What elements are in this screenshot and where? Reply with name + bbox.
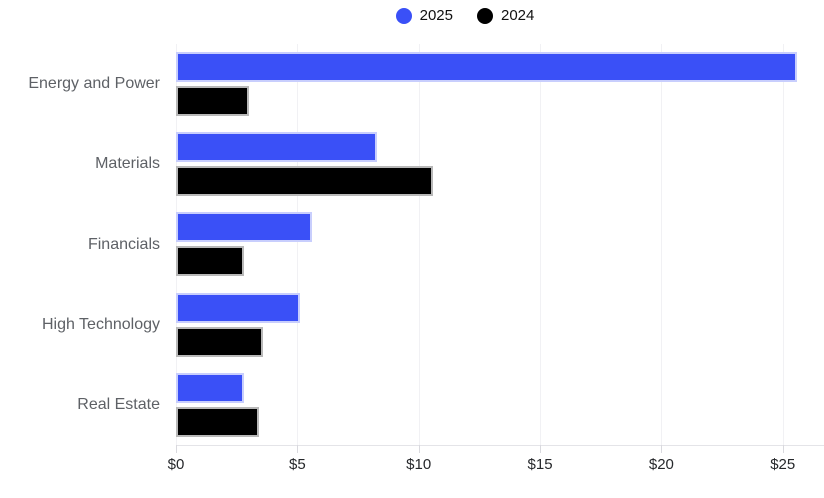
gridline — [782, 44, 784, 445]
bar-group-materials — [176, 124, 824, 204]
x-tick-mark — [782, 445, 784, 453]
bar-2024-materials[interactable] — [176, 166, 434, 197]
legend-label: 2024 — [501, 7, 535, 24]
x-tick-label: $10 — [406, 456, 432, 473]
x-tick-mark — [297, 445, 299, 453]
legend-dot-2025 — [395, 7, 412, 24]
bar-2024-real-estate[interactable] — [176, 406, 259, 437]
bar-group-energy-and-power — [176, 44, 824, 124]
bar-2025-real-estate[interactable] — [176, 372, 244, 403]
bar-2024-energy-and-power[interactable] — [176, 86, 249, 117]
gridline — [297, 44, 299, 445]
x-tick-mark — [418, 445, 420, 453]
x-tick-label: $25 — [770, 456, 796, 473]
legend-item-2024[interactable]: 2024 — [477, 7, 534, 24]
x-tick-mark — [540, 445, 542, 453]
bar-group-high-technology — [176, 285, 824, 365]
x-tick-label: $20 — [648, 456, 674, 473]
x-tick-label: $5 — [289, 456, 306, 473]
x-tick-mark — [176, 445, 177, 453]
x-tick-mark — [661, 445, 663, 453]
bar-group-real-estate — [176, 365, 824, 445]
bar-2024-financials[interactable] — [176, 246, 244, 277]
gridline — [540, 44, 542, 445]
bar-2025-materials[interactable] — [176, 132, 378, 163]
gridline — [176, 44, 177, 445]
gridline — [418, 44, 420, 445]
legend-dot-2024 — [477, 7, 493, 24]
category-label-materials: Materials — [95, 155, 160, 173]
x-tick-label: $0 — [167, 456, 185, 473]
bar-2025-energy-and-power[interactable] — [176, 52, 798, 83]
bar-2025-high-technology[interactable] — [176, 292, 300, 323]
bar-group-financials — [176, 204, 824, 284]
category-label-real-estate: Real Estate — [77, 395, 160, 413]
category-label-energy-and-power: Energy and Power — [28, 75, 160, 93]
plot-area — [176, 44, 824, 446]
category-label-high-technology: High Technology — [41, 315, 160, 333]
chart-legend: 2025 2024 — [106, 7, 824, 24]
bar-2024-high-technology[interactable] — [176, 326, 264, 357]
category-label-financials: Financials — [87, 235, 160, 253]
legend-item-2025[interactable]: 2025 — [395, 7, 453, 24]
bar-2025-financials[interactable] — [176, 212, 312, 243]
gridline — [661, 44, 663, 445]
x-tick-label: $15 — [527, 456, 553, 473]
legend-label: 2025 — [419, 7, 453, 24]
